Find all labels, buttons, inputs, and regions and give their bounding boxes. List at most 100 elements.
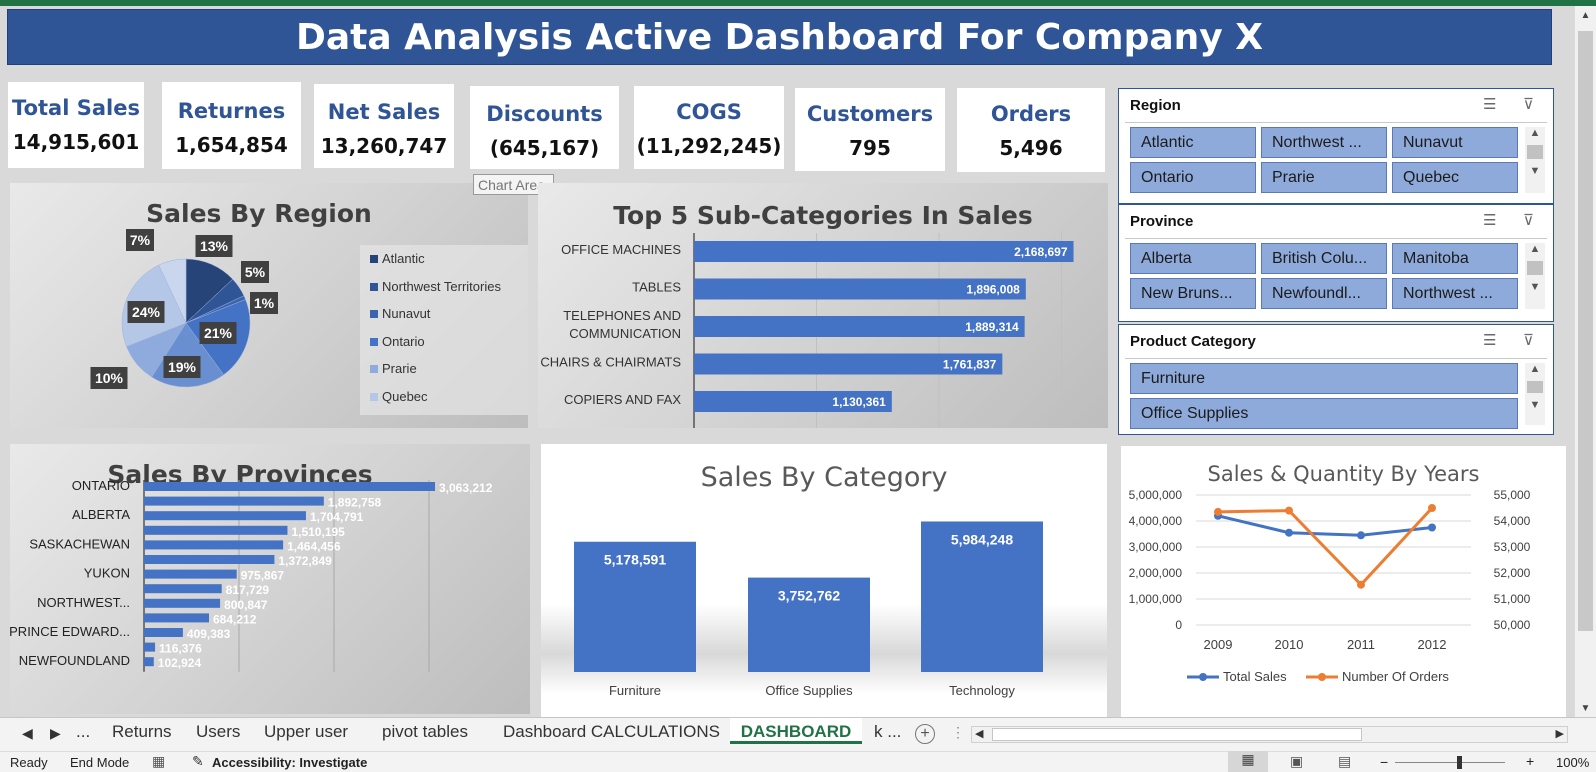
scroll-up-icon[interactable]: ▲ (1529, 127, 1541, 139)
scroll-down-icon[interactable]: ▼ (1529, 399, 1541, 411)
kpi-net-sales: Net Sales 13,260,747 (314, 84, 454, 168)
pie-data-label: 21% (204, 325, 233, 341)
multi-select-icon[interactable]: ☰ (1483, 212, 1497, 229)
horizontal-scrollbar[interactable]: ◀ ▶ (971, 726, 1568, 743)
sales-by-region-chart[interactable]: Sales By Region 13% 5% 1% 21% 19% 10% 24% 7% At… (10, 183, 528, 428)
next-sheet-icon[interactable]: ▶ (50, 725, 61, 741)
line-chart-svg[interactable]: 0 1,000,000 2,000,000 3,000,000 4,000,000 5,0… (1121, 446, 1566, 717)
province-slicer[interactable]: Province ☰ ⊽ Alberta British Colu... Man… (1118, 204, 1554, 322)
legend-label: Ontario (382, 333, 425, 349)
slicer-item-manitoba[interactable]: Manitoba (1392, 243, 1518, 274)
slicer-item-office-supplies[interactable]: Office Supplies (1130, 398, 1518, 429)
page-layout-icon[interactable]: ▣ (1290, 753, 1304, 769)
y-left-tick-label: 4,000,000 (1129, 514, 1183, 528)
pie-label-box (126, 229, 154, 251)
slicer-item-prarie[interactable]: Prarie (1261, 162, 1387, 193)
scroll-up-icon[interactable]: ▲ (1580, 10, 1591, 21)
tab-splitter-handle[interactable]: ⋮ (951, 724, 965, 740)
scroll-thumb[interactable] (1578, 31, 1593, 631)
scroll-thumb[interactable] (1527, 145, 1543, 159)
scroll-right-icon[interactable]: ▶ (1555, 728, 1564, 740)
sheet-tab-users[interactable]: Users (196, 722, 241, 741)
sales-quantity-years-chart[interactable]: Sales & Quantity By Years 0 1,000,000 2,00… (1121, 446, 1566, 717)
bar (694, 278, 1026, 300)
bar-data-label: 1,896,008 (966, 283, 1020, 297)
scroll-down-icon[interactable]: ▼ (1580, 703, 1591, 714)
pie-chart-svg[interactable]: 13% 5% 1% 21% 19% 10% 24% 7% (10, 183, 528, 428)
top5-subcategories-chart[interactable]: Top 5 Sub-Categories In Sales 2,168,697 O… (538, 183, 1108, 428)
zoom-slider-thumb[interactable] (1457, 756, 1462, 769)
scroll-down-icon[interactable]: ▼ (1529, 281, 1541, 293)
sheet-tab-upper-user[interactable]: Upper user (264, 722, 349, 741)
bar (144, 584, 222, 594)
region-slicer[interactable]: Region ☰ ⊽ Atlantic Northwest ... Nunavu… (1118, 88, 1554, 204)
zoom-level[interactable]: 100% (1556, 755, 1590, 770)
scroll-up-icon[interactable]: ▲ (1529, 243, 1541, 255)
series-point (1357, 580, 1365, 589)
sales-by-provinces-chart[interactable]: Sales By Provinces 3,063,212 ONTARIO 1,892… (10, 444, 530, 714)
sheet-tab-more-left[interactable]: ... (76, 722, 91, 741)
prev-sheet-icon[interactable]: ◀ (22, 725, 33, 741)
sheet-tab-pivot-tables[interactable]: pivot tables (382, 722, 468, 741)
slicer-item-nunavut[interactable]: Nunavut (1392, 127, 1518, 158)
slicer-scrollbar[interactable]: ▲ ▼ (1525, 127, 1545, 193)
clear-filter-icon[interactable]: ⊽ (1523, 332, 1534, 349)
clear-filter-icon[interactable]: ⊽ (1523, 96, 1534, 113)
sheet-tab-returns[interactable]: Returns (112, 722, 172, 741)
page-break-icon[interactable]: ▤ (1338, 753, 1352, 769)
bar (144, 598, 221, 608)
scroll-down-icon[interactable]: ▼ (1529, 165, 1541, 177)
slicer-scrollbar[interactable]: ▲ ▼ (1525, 243, 1545, 309)
accessibility-status[interactable]: Accessibility: Investigate (212, 755, 368, 770)
y-right-tick-label: 51,000 (1494, 592, 1531, 606)
slicer-item-ontario[interactable]: Ontario (1130, 162, 1256, 193)
bar (144, 540, 284, 550)
bar-data-label: 1,889,314 (965, 320, 1019, 334)
top5-bar-svg[interactable]: 2,168,697 OFFICE MACHINES 1,896,008 TABLES 1… (538, 183, 1108, 428)
legend-swatch (370, 255, 378, 263)
y-right-tick-label: 50,000 (1494, 618, 1531, 632)
sheet-tab-dashboard-calculations[interactable]: Dashboard CALCULATIONS (503, 722, 720, 741)
slicer-item-alberta[interactable]: Alberta (1130, 243, 1256, 274)
slicer-item-quebec[interactable]: Quebec (1392, 162, 1518, 193)
bar-data-label: 1,464,456 (287, 539, 341, 553)
slicer-item-northwest[interactable]: Northwest ... (1261, 127, 1387, 158)
sheet-tab-dashboard-active[interactable]: DASHBOARD (730, 718, 862, 744)
scroll-thumb[interactable] (1527, 381, 1543, 393)
slicer-item-northwest[interactable]: Northwest ... (1392, 278, 1518, 309)
accessibility-icon[interactable]: ✎ (192, 753, 204, 769)
zoom-out-button[interactable]: − (1380, 754, 1389, 770)
bar (144, 482, 436, 491)
slicer-item-new-brunswick[interactable]: New Bruns... (1130, 278, 1256, 309)
category-bar-svg[interactable]: 5,178,591 Furniture 3,752,762 Office Suppli… (541, 444, 1107, 717)
scroll-thumb[interactable] (1527, 261, 1543, 275)
multi-select-icon[interactable]: ☰ (1483, 332, 1497, 349)
y-left-tick-label: 0 (1175, 618, 1182, 632)
sales-by-category-chart[interactable]: Sales By Category 5,178,591 Furniture 3,75… (541, 444, 1107, 717)
sheet-tab-more-right[interactable]: k ... (874, 722, 902, 741)
add-sheet-icon[interactable]: + (915, 724, 935, 744)
series-point (1285, 506, 1293, 515)
pie-data-label: 24% (132, 304, 161, 320)
zoom-slider[interactable] (1395, 762, 1505, 763)
clear-filter-icon[interactable]: ⊽ (1523, 212, 1534, 229)
product-category-slicer[interactable]: Product Category ☰ ⊽ Furniture Office Su… (1118, 324, 1554, 435)
scroll-thumb[interactable] (992, 728, 1362, 741)
slicer-item-newfoundland[interactable]: Newfoundl... (1261, 278, 1387, 309)
normal-view-icon[interactable]: ▦ (1228, 751, 1268, 772)
worksheet-area[interactable]: Data Analysis Active Dashboard For Compa… (0, 0, 1574, 717)
kpi-returnes: Returnes 1,654,854 (162, 82, 301, 169)
macro-record-icon[interactable]: ▦ (152, 753, 166, 769)
bar-data-label: 1,761,837 (943, 358, 997, 372)
multi-select-icon[interactable]: ☰ (1483, 96, 1497, 113)
slicer-item-atlantic[interactable]: Atlantic (1130, 127, 1256, 158)
scroll-left-icon[interactable]: ◀ (975, 728, 984, 740)
slicer-item-british-columbia[interactable]: British Colu... (1261, 243, 1387, 274)
slicer-scrollbar[interactable]: ▲ ▼ (1525, 363, 1545, 425)
scroll-up-icon[interactable]: ▲ (1529, 363, 1541, 375)
bar (694, 353, 1003, 375)
slicer-item-furniture[interactable]: Furniture (1130, 363, 1518, 394)
vertical-scrollbar[interactable]: ▲ ▼ (1574, 6, 1596, 717)
zoom-in-button[interactable]: + (1526, 753, 1535, 769)
